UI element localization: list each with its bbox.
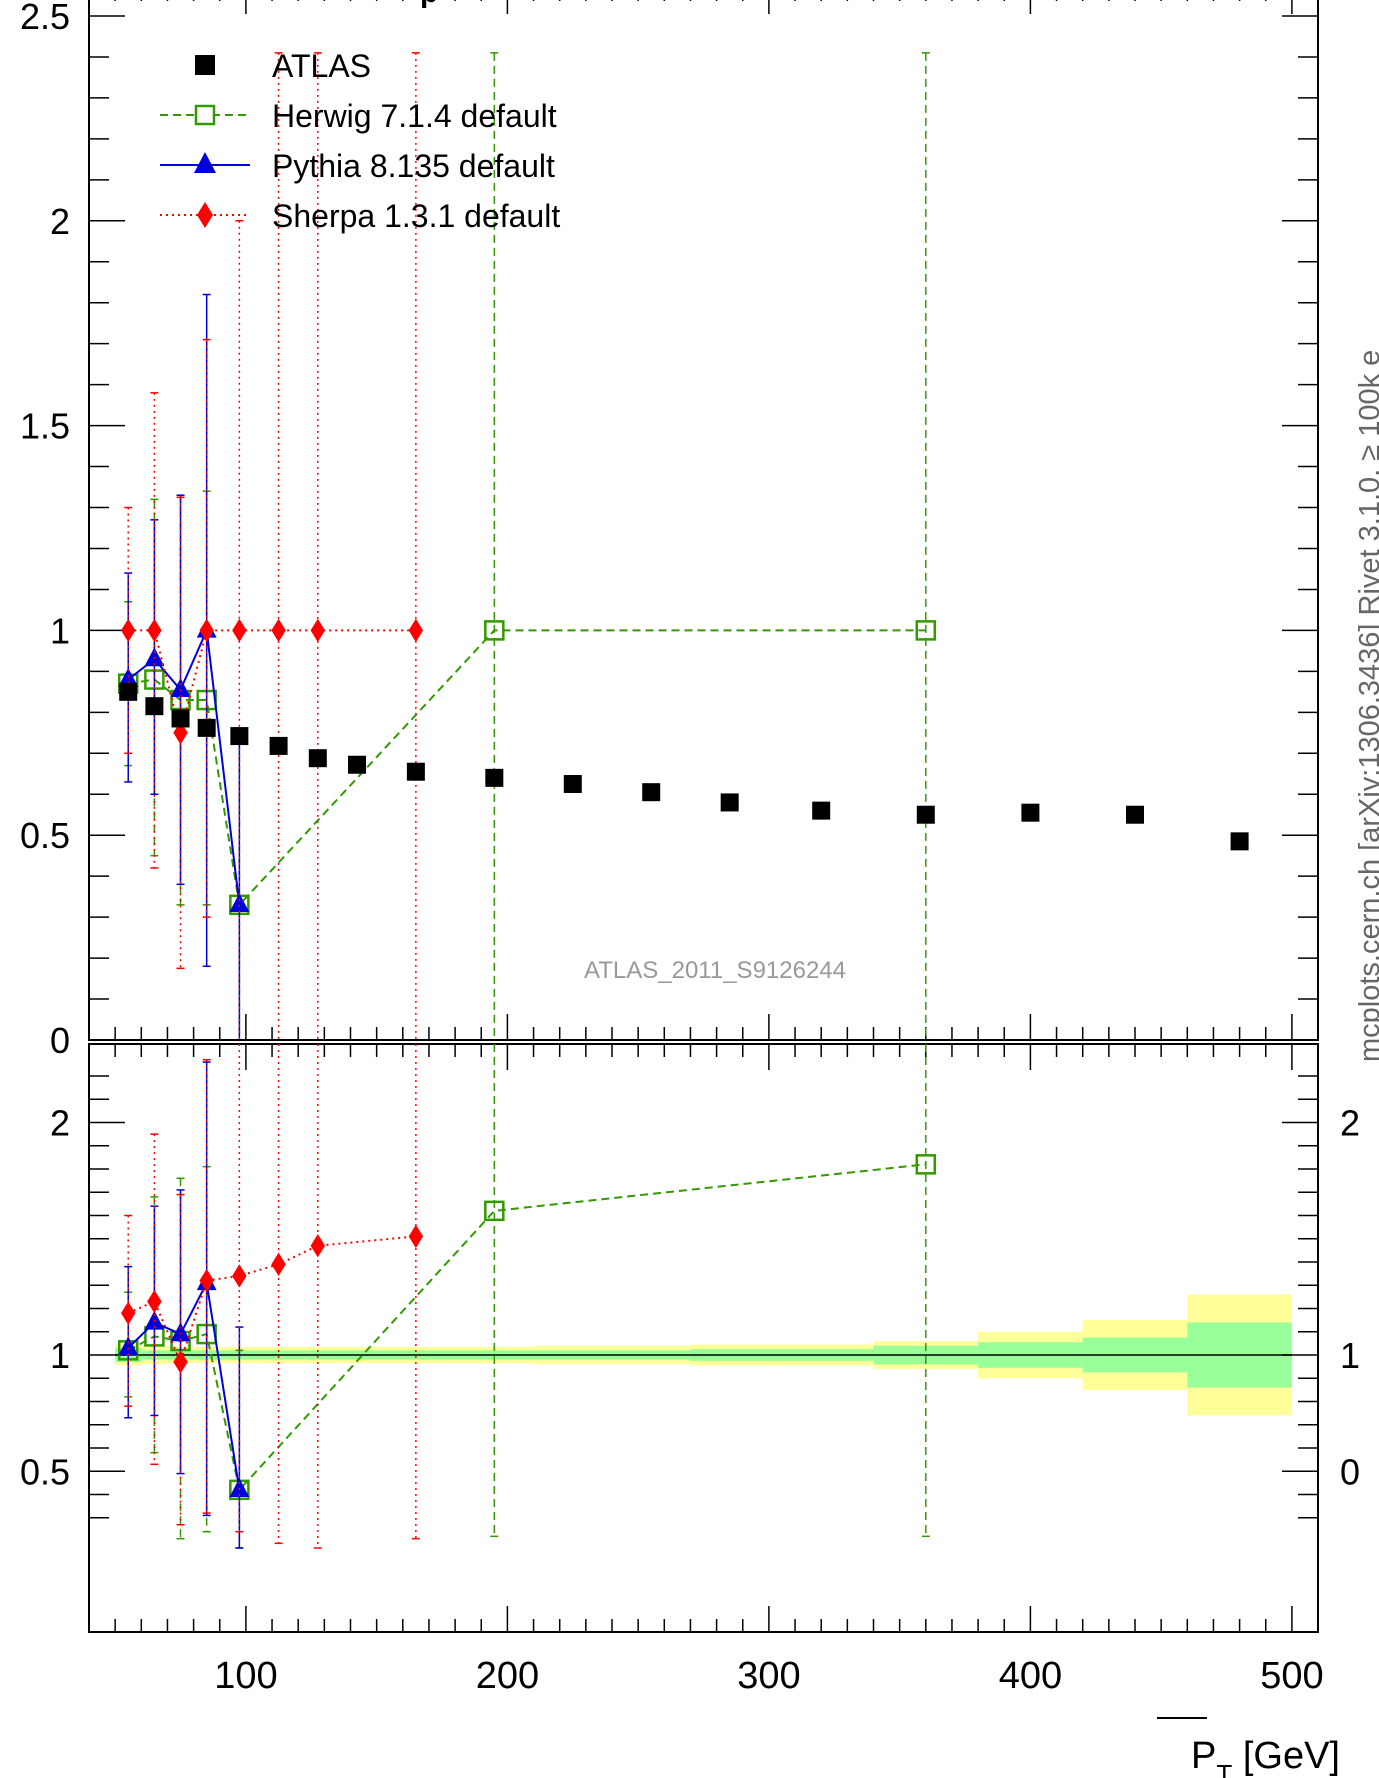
main-marker-atlas bbox=[145, 697, 164, 716]
main-marker-atlas bbox=[1021, 803, 1040, 822]
ratio-marker-sherpa bbox=[173, 1350, 188, 1374]
x-tick-label: 500 bbox=[1260, 1655, 1323, 1697]
main-y-tick-label: 2 bbox=[50, 201, 70, 242]
main-line-sherpa bbox=[128, 629, 416, 734]
x-axis-title-unit: [GeV] bbox=[1232, 1735, 1340, 1777]
legend-label-herwig: Herwig 7.1.4 default bbox=[272, 98, 557, 134]
main-marker-pythia bbox=[144, 647, 165, 667]
x-axis-title-main: P bbox=[1191, 1735, 1216, 1777]
main-series-atlas bbox=[119, 682, 1249, 851]
main-marker-sherpa bbox=[147, 618, 162, 643]
ratio-series-sherpa bbox=[121, 1044, 424, 1549]
top-title-fragment: p bbox=[420, 0, 438, 9]
main-marker-herwig bbox=[915, 620, 937, 641]
legend-marker-sherpa bbox=[197, 202, 213, 228]
main-y-tick-label: 2.5 bbox=[20, 0, 70, 37]
ratio-plot-frame bbox=[88, 1043, 1319, 1633]
ratio-marker-sherpa bbox=[271, 1252, 286, 1277]
ratio-panel: 0.5 1 2 0 1 2 100 200 300 400 500 bbox=[20, 1043, 1360, 1697]
main-marker-sherpa bbox=[408, 618, 424, 643]
main-marker-atlas bbox=[119, 682, 138, 701]
main-marker-sherpa bbox=[271, 618, 286, 643]
ratio-line-sherpa bbox=[127, 1235, 416, 1365]
main-marker-atlas bbox=[916, 805, 935, 824]
main-marker-atlas bbox=[171, 709, 190, 728]
ratio-line-herwig bbox=[127, 1163, 926, 1492]
main-y-tick-label: 1 bbox=[50, 610, 70, 651]
main-marker-atlas bbox=[308, 749, 327, 768]
main-marker-sherpa bbox=[232, 618, 247, 643]
ratio-y-tick-label-right: 2 bbox=[1340, 1103, 1360, 1144]
legend-label-pythia: Pythia 8.135 default bbox=[272, 148, 555, 184]
ratio-y-tick-label-left: 1 bbox=[50, 1335, 70, 1376]
main-marker-atlas bbox=[348, 755, 367, 774]
main-y-tick-label: 0.5 bbox=[20, 815, 70, 856]
legend-marker-pythia bbox=[194, 152, 216, 173]
ratio-marker-sherpa bbox=[147, 1289, 162, 1314]
x-axis-title: PT [GeV] bbox=[1191, 1735, 1340, 1778]
main-marker-sherpa bbox=[173, 721, 188, 745]
main-y-tick-label: 0 bbox=[50, 1020, 70, 1061]
ratio-marker-pythia bbox=[118, 1336, 139, 1356]
ratio-marker-sherpa bbox=[121, 1301, 136, 1325]
ratio-series-pythia bbox=[118, 1061, 250, 1549]
legend-marker-herwig bbox=[194, 104, 216, 126]
legend: ATLAS Herwig 7.1.4 default Pythia 8.135 de… bbox=[160, 48, 560, 234]
x-tick-label: 200 bbox=[476, 1655, 539, 1697]
main-marker-atlas bbox=[642, 783, 661, 802]
main-marker-atlas bbox=[1126, 805, 1144, 824]
ratio-y-tick-label-left: 0.5 bbox=[20, 1451, 70, 1492]
analysis-annotation: ATLAS_2011_S9126244 bbox=[584, 957, 846, 984]
ratio-series-herwig bbox=[117, 1044, 937, 1549]
ratio-marker-pythia bbox=[170, 1322, 191, 1342]
ratio-y-tick-label-right: 0 bbox=[1340, 1451, 1360, 1492]
ratio-y-tick-label-right: 1 bbox=[1340, 1335, 1360, 1376]
main-line-herwig bbox=[128, 629, 926, 908]
main-marker-sherpa bbox=[199, 618, 214, 643]
main-marker-pythia bbox=[170, 678, 191, 697]
main-series-sherpa bbox=[121, 52, 424, 1040]
main-panel: 0 0.5 1 1.5 2 2.5 ATLAS Herwig 7.1.4 default Pyt… bbox=[20, 0, 1319, 1061]
main-marker-herwig bbox=[484, 620, 505, 641]
main-marker-atlas bbox=[563, 775, 582, 793]
x-tick-label: 400 bbox=[999, 1655, 1062, 1697]
main-marker-atlas bbox=[406, 762, 425, 781]
ratio-line-pythia bbox=[127, 1279, 241, 1491]
main-marker-atlas bbox=[230, 727, 249, 746]
ratio-marker-sherpa bbox=[232, 1264, 247, 1288]
legend-label-sherpa: Sherpa 1.3.1 default bbox=[272, 198, 560, 234]
main-marker-sherpa bbox=[121, 618, 136, 643]
ratio-y-tick-label-left: 2 bbox=[50, 1103, 70, 1144]
main-marker-atlas bbox=[485, 768, 504, 787]
legend-label-atlas: ATLAS bbox=[272, 48, 371, 84]
ratio-marker-sherpa bbox=[310, 1234, 326, 1258]
ratio-marker-herwig bbox=[915, 1154, 937, 1175]
main-marker-atlas bbox=[269, 736, 288, 755]
main-series-pythia bbox=[118, 293, 250, 1040]
ratio-marker-sherpa bbox=[408, 1224, 424, 1249]
main-marker-atlas bbox=[812, 801, 831, 820]
x-axis-title-subscript: T bbox=[1216, 1759, 1232, 1778]
main-marker-atlas bbox=[1230, 832, 1249, 851]
ratio-marker-pythia bbox=[229, 1478, 250, 1498]
legend-marker-atlas bbox=[195, 55, 215, 75]
x-tick-label: 300 bbox=[737, 1655, 800, 1697]
ratio-marker-sherpa bbox=[199, 1268, 214, 1293]
main-marker-atlas bbox=[197, 718, 216, 737]
main-marker-sherpa bbox=[310, 618, 326, 643]
main-y-tick-label: 1.5 bbox=[20, 406, 70, 447]
x-tick-label: 100 bbox=[214, 1655, 277, 1697]
main-marker-pythia bbox=[229, 893, 250, 913]
ratio-marker-herwig bbox=[484, 1200, 505, 1222]
main-marker-atlas bbox=[720, 793, 739, 812]
main-plot-frame bbox=[88, 0, 1319, 1041]
side-info-text: mcplots.cern.ch [arXiv:1306.3436] Rivet … bbox=[1354, 350, 1379, 1062]
